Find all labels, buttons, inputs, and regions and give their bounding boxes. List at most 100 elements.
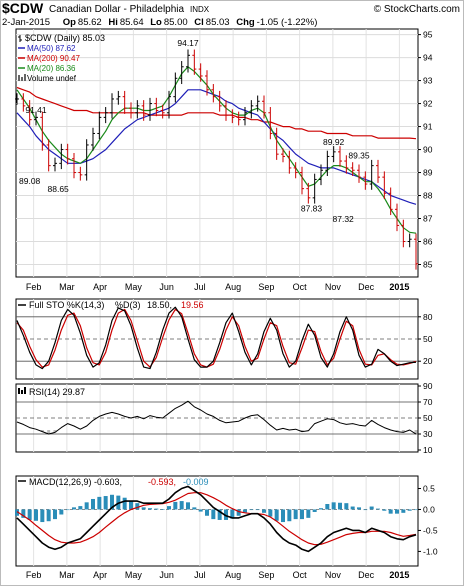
macd-histogram-bar <box>160 509 165 510</box>
sto-legend: Full STO %K(14,3) %D(3) 18.50, 19.56 <box>18 300 204 310</box>
exchange-label: INDX <box>190 5 210 14</box>
macd-histogram-bar <box>350 506 355 510</box>
macd-histogram-bar <box>414 509 418 511</box>
macd-histogram-bar <box>255 509 260 511</box>
month-label-top: Sep <box>258 282 274 292</box>
macd-tick-label: 0.5 <box>423 483 435 493</box>
macd-histogram-bar <box>281 509 285 523</box>
macd-tick-label: -0.5 <box>423 525 438 535</box>
brand-watermark: © StockCharts.com <box>374 4 460 15</box>
macd-histogram-bar <box>300 509 304 520</box>
month-label-top: May <box>125 282 143 292</box>
macd-histogram-bar <box>338 502 342 510</box>
month-label-bottom: Oct <box>293 570 308 580</box>
rsi-icon <box>18 387 26 394</box>
macd-histogram-bar <box>249 509 254 511</box>
price-tick-label: 90 <box>423 145 433 155</box>
macd-histogram-bar <box>148 508 152 510</box>
macd-panel <box>15 475 419 567</box>
macd-histogram-bar <box>388 509 393 514</box>
price-annotation: 89.08 <box>19 176 41 186</box>
sto-tick-label: 20 <box>423 356 433 366</box>
rsi-tick-label: 30 <box>423 429 433 439</box>
macd-histogram-bar <box>376 508 380 510</box>
legend-sto-k: Full STO %K(14,3) <box>29 300 104 310</box>
macd-histogram-bar <box>103 496 108 510</box>
macd-histogram-bar <box>401 509 406 513</box>
macd-histogram-bar <box>135 503 140 510</box>
macd-histogram-bar <box>325 504 330 510</box>
price-tick-label: 86 <box>423 237 433 247</box>
macd-histogram-bar <box>230 509 235 519</box>
price-annotation: 87.83 <box>301 204 323 214</box>
bar-icon <box>18 35 22 42</box>
instrument-name: Canadian Dollar - Philadelphia <box>49 4 185 15</box>
price-tick-label: 94 <box>423 53 433 63</box>
macd-histogram-bar <box>312 509 317 512</box>
macd-histogram-bar <box>268 509 273 517</box>
sto-k-line <box>16 306 417 370</box>
grid-layer <box>16 29 418 566</box>
price-annotation: 94.17 <box>177 38 199 48</box>
macd-histogram-bar <box>363 509 368 511</box>
month-label-top: Jun <box>159 282 174 292</box>
axis-layer: Feb Feb Mar Mar Apr Apr May May Jun Jun Jul Jul Aug A… <box>26 30 438 580</box>
macd-histogram-bar <box>59 509 64 515</box>
month-label-top: 2015 <box>389 282 409 292</box>
price-annotation: 87.32 <box>333 214 355 224</box>
macd-histogram-bar <box>192 507 197 510</box>
quote-line: 2-Jan-2015 Op 85.62 Hi 85.64 Lo 85.00 Cl 85.… <box>2 17 317 28</box>
price-tick-label: 91 <box>423 122 433 132</box>
sto-panel <box>15 298 419 380</box>
macd-histogram-bar <box>129 501 133 510</box>
quote-date: 2-Jan-2015 <box>2 17 50 28</box>
month-label-top: Jul <box>194 282 206 292</box>
macd-histogram-bar <box>262 509 266 513</box>
macd-histogram-bar <box>154 508 159 510</box>
price-tick-label: 85 <box>423 260 433 270</box>
macd-histogram-bar <box>46 509 51 522</box>
macd-tick-label: -1.0 <box>423 546 438 556</box>
macd-histogram-bar <box>198 509 203 512</box>
legend-ma50: MA(50) 87.62 <box>27 44 76 53</box>
legend-ma200: MA(200) 90.47 <box>27 54 80 63</box>
month-label-bottom: Mar <box>59 570 75 580</box>
month-label-top: Dec <box>358 282 375 292</box>
month-label-bottom: Apr <box>93 570 107 580</box>
macd-histogram-bar <box>224 509 228 520</box>
macd-histogram-bar <box>331 502 336 510</box>
month-label-bottom: 2015 <box>389 570 409 580</box>
macd-histogram-bar <box>287 509 292 522</box>
month-label-bottom: Aug <box>225 570 241 580</box>
macd-histogram-bar <box>21 509 26 518</box>
sto-tick-label: 50 <box>423 334 433 344</box>
month-label-top: Apr <box>93 282 107 292</box>
month-label-bottom: Sep <box>258 570 274 580</box>
macd-histogram-bar <box>173 501 178 510</box>
macd-histogram-bar <box>369 506 374 510</box>
month-label-bottom: Jul <box>194 570 206 580</box>
price-tick-label: 95 <box>423 30 433 40</box>
macd-histogram-bar <box>122 497 127 510</box>
price-annotation: 88.65 <box>48 184 70 194</box>
macd-histogram-bar <box>40 509 45 523</box>
macd-histogram-bar <box>179 501 184 510</box>
macd-histogram-bar <box>306 509 311 518</box>
macd-histogram-bar <box>382 509 387 511</box>
macd-histogram-bar <box>97 496 102 510</box>
price-tick-label: 87 <box>423 214 433 224</box>
price-tick-label: 93 <box>423 76 433 86</box>
macd-histogram-bar <box>319 508 323 510</box>
macd-histogram-bar <box>72 507 76 510</box>
month-label-top: Feb <box>26 282 42 292</box>
legend-sto-d: %D(3) <box>115 300 141 310</box>
rsi-legend: RSI(14) 29.87 <box>18 387 85 397</box>
price-annotation: 89.92 <box>323 137 345 147</box>
price-annotation: 91.41 <box>25 105 47 115</box>
month-label-top: Oct <box>293 282 308 292</box>
macd-histogram-bar <box>65 509 70 511</box>
macd-histogram-bar <box>84 502 89 510</box>
price-tick-label: 92 <box>423 99 433 109</box>
rsi-line <box>16 400 417 435</box>
symbol-title: $CDW <box>2 0 44 16</box>
